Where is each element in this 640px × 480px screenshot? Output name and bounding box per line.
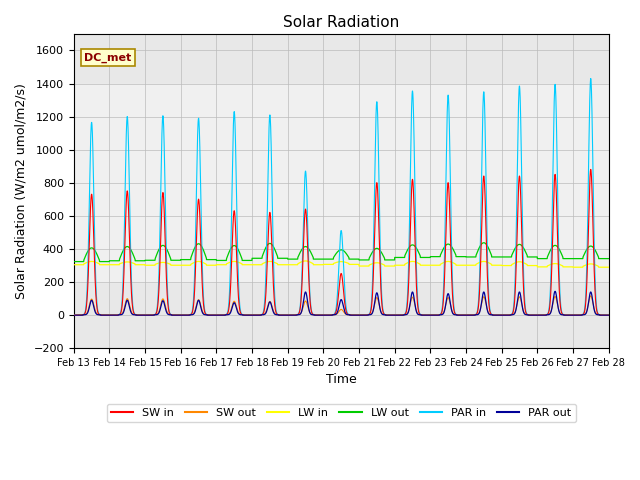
X-axis label: Time: Time [326, 373, 356, 386]
Title: Solar Radiation: Solar Radiation [283, 15, 399, 30]
Bar [74, 84, 609, 282]
Legend: SW in, SW out, LW in, LW out, PAR in, PAR out: SW in, SW out, LW in, LW out, PAR in, PA… [107, 404, 576, 422]
Text: DC_met: DC_met [84, 53, 132, 63]
Y-axis label: Solar Radiation (W/m2 umol/m2/s): Solar Radiation (W/m2 umol/m2/s) [15, 83, 28, 299]
